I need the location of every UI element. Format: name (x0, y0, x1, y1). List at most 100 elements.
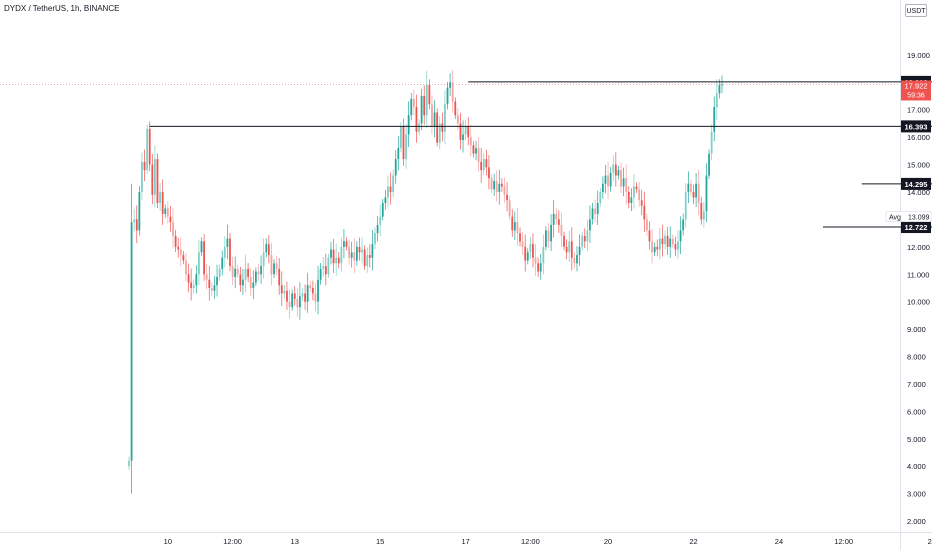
candle-body (314, 293, 317, 302)
candle-body (273, 263, 275, 275)
candle-body (182, 255, 185, 261)
candle-body (690, 183, 692, 192)
candle-body (640, 200, 643, 206)
candle-body (454, 101, 457, 116)
candle-body (133, 219, 136, 223)
candle-body (195, 274, 198, 286)
candle-body (656, 246, 659, 250)
candle-body (545, 230, 547, 247)
candle-body (477, 148, 480, 162)
candle-body (247, 268, 250, 277)
y-tick-label: 5.000 (907, 435, 926, 444)
candle-body (337, 257, 340, 264)
candle-body (661, 238, 664, 245)
candle-body (627, 192, 630, 203)
currency-button[interactable]: USDT (905, 4, 927, 17)
x-tick-label: 20 (604, 537, 612, 546)
candle-body (462, 134, 464, 140)
x-tick-label: 12:00 (834, 537, 853, 546)
candle-body (658, 238, 661, 250)
current-price-tag (901, 80, 931, 101)
candle-body (143, 161, 146, 171)
candle-body (715, 93, 718, 107)
candle-body (200, 241, 203, 253)
candle-body (612, 164, 615, 173)
y-tick-label: 10.000 (907, 298, 930, 307)
candle-body (135, 219, 138, 231)
candle-body (340, 246, 343, 264)
candle-body (358, 246, 361, 253)
candle-body (529, 244, 532, 253)
y-tick-label: 4.000 (907, 462, 926, 471)
y-tick-label: 8.000 (907, 353, 926, 362)
candle-body (221, 257, 224, 269)
candle-body (270, 255, 273, 275)
candle-body (226, 238, 229, 247)
candle-body (242, 279, 244, 286)
x-tick-label: 12:00 (223, 537, 242, 546)
candle-body (467, 126, 470, 138)
x-tick-label: 10 (164, 537, 172, 546)
candle-body (428, 85, 431, 105)
candle-body (397, 148, 400, 160)
candle-body (503, 186, 506, 195)
candle-body (682, 219, 685, 231)
countdown-label: 59:36 (907, 92, 925, 99)
candle-body (262, 252, 265, 267)
candle-body (192, 285, 195, 288)
candle-body (589, 219, 591, 231)
candle-body (495, 181, 498, 192)
candle-body (614, 164, 617, 176)
candle-body (327, 257, 330, 275)
candle-body (542, 246, 545, 264)
candle-body (306, 285, 309, 302)
candle-body (187, 274, 190, 283)
x-tick-label: 13 (291, 537, 299, 546)
candle-body (444, 104, 446, 132)
candle-body (433, 112, 436, 127)
candle-body (280, 285, 283, 294)
candle-body (604, 175, 607, 184)
candle-body (552, 213, 555, 225)
candle-body (322, 266, 325, 269)
candle-body (156, 159, 159, 203)
x-tick-label: 22 (689, 537, 697, 546)
candle-body (475, 148, 477, 154)
candle-body (239, 274, 242, 286)
candle-body (646, 219, 648, 231)
candle-body (363, 249, 366, 267)
candle-body (260, 266, 262, 275)
candle-body (405, 134, 407, 160)
candle-body (301, 293, 304, 297)
candle-body (526, 252, 529, 261)
candle-body (601, 183, 604, 192)
candle-body (366, 255, 369, 267)
y-tick-label: 7.000 (907, 380, 926, 389)
y-tick-label: 19.000 (907, 51, 930, 60)
candle-body (257, 271, 260, 275)
candle-body (521, 241, 524, 247)
candle-body (350, 252, 353, 258)
candle-body (376, 224, 379, 234)
candle-body (718, 85, 721, 94)
candle-body (169, 216, 172, 223)
candle-body (630, 197, 633, 203)
candle-body (573, 257, 576, 264)
candle-body (513, 222, 516, 231)
candle-body (348, 246, 351, 258)
candle-body (687, 183, 690, 192)
candle-body (330, 249, 332, 258)
candle-body (594, 208, 597, 214)
candle-body (669, 238, 672, 247)
candle-body (208, 279, 211, 288)
candle-body (431, 104, 433, 127)
candle-body (231, 266, 234, 277)
candle-body (379, 216, 382, 225)
candle-body (153, 159, 156, 195)
chart-title: DYDX / TetherUS, 1h, BINANCE (4, 4, 120, 13)
candle-body (557, 219, 560, 225)
candle-body (412, 98, 415, 107)
candle-body (633, 186, 635, 198)
candle-body (488, 167, 490, 179)
candle-body (651, 241, 653, 253)
